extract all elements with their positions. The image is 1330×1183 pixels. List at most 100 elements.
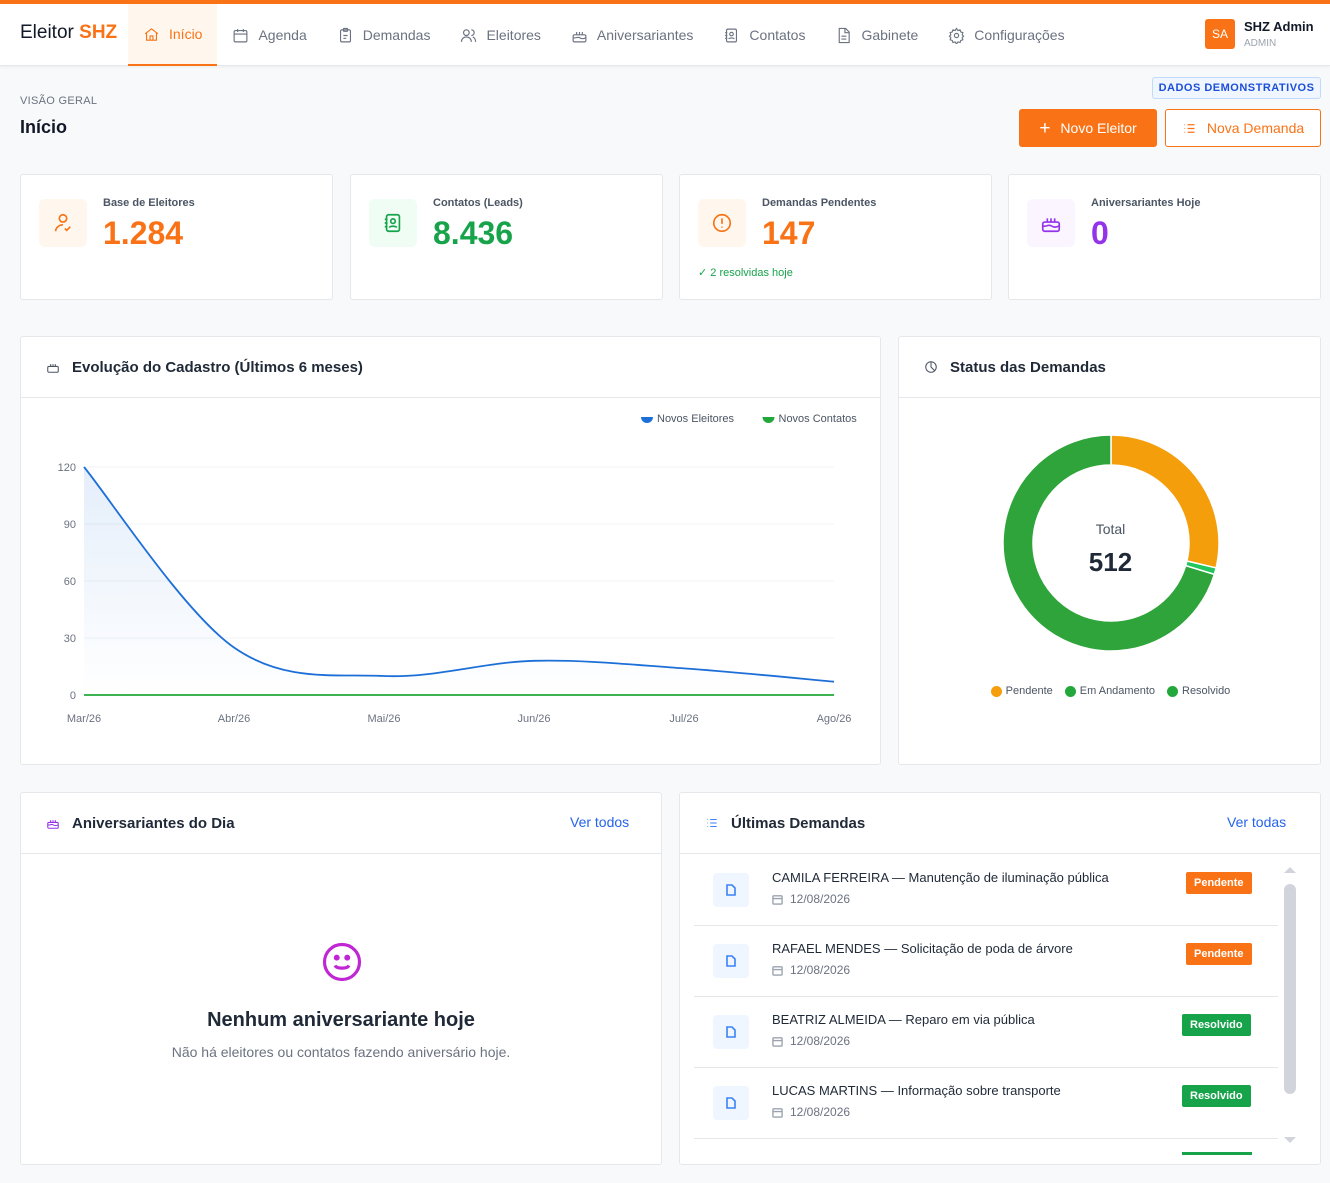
home-icon — [144, 27, 159, 41]
pie-chart-icon — [925, 361, 937, 373]
user-menu[interactable]: SA SHZ Admin ADMIN — [1205, 19, 1314, 49]
cake-icon — [1041, 218, 1061, 233]
y-tick-label: 30 — [64, 633, 76, 645]
check-icon: ✓ — [698, 267, 708, 279]
document-icon — [726, 1026, 736, 1038]
nav-item-aniversariantes[interactable]: Aniversariantes — [556, 4, 709, 66]
document-icon — [726, 884, 736, 896]
top-navbar: Eleitor SHZ Início Agenda Demandas Eleit… — [0, 0, 1330, 66]
demand-title: LUCAS MARTINS — Informação sobre transpo… — [772, 1083, 1061, 1098]
list-icon — [1184, 123, 1195, 133]
smile-icon — [322, 942, 362, 982]
stat-card-voters[interactable]: Base de Eleitores 1.284 — [20, 174, 333, 300]
gear-icon — [948, 26, 965, 44]
nav-item-agenda[interactable]: Agenda — [217, 4, 321, 66]
document-icon — [839, 27, 851, 43]
birthdays-panel: Aniversariantes do Dia Ver todos Nenhum … — [20, 792, 662, 1165]
status-badge: Resolvido — [1182, 1014, 1251, 1036]
stat-label: Contatos (Leads) — [433, 197, 523, 209]
series-area — [84, 467, 834, 695]
x-tick-label: Jun/26 — [517, 713, 550, 725]
demand-title: CAMILA FERREIRA — Manutenção de iluminaç… — [772, 870, 1109, 885]
donut-slice — [1002, 434, 1216, 652]
demand-title: RAFAEL MENDES — Solicitação de poda de á… — [772, 941, 1073, 956]
x-tick-label: Mai/26 — [367, 713, 400, 725]
nav-item-eleitores[interactable]: Eleitores — [445, 4, 555, 66]
status-badge: Pendente — [1186, 872, 1252, 894]
list-icon — [707, 818, 717, 828]
line-chart: 0 30 60 90 120 Mar/26 Abr/26 Mai/26 Jun/26 Jul/26… — [58, 413, 858, 725]
status-chart-panel: Status das Demandas Total 512 Pendente Em… — [898, 336, 1321, 765]
calendar-icon — [234, 28, 248, 42]
demand-row[interactable]: LUCAS MARTINS — Informação sobre transpo… — [694, 1068, 1278, 1139]
chart-icon — [47, 364, 59, 373]
stat-label: Aniversariantes Hoje — [1091, 197, 1201, 209]
x-tick-label: Ago/26 — [817, 713, 852, 725]
panel-title: Últimas Demandas — [731, 814, 866, 832]
user-name: SHZ Admin — [1244, 19, 1314, 34]
contact-book-icon — [725, 28, 738, 42]
stat-value: 1.284 — [103, 215, 184, 251]
donut-chart — [1002, 434, 1220, 652]
cake-icon — [572, 31, 587, 42]
scrollbar-thumb[interactable] — [1284, 884, 1296, 1094]
clipboard-icon — [339, 27, 351, 42]
donut-center-label: Total — [1095, 521, 1126, 537]
contact-book-icon — [384, 213, 401, 233]
y-tick-label: 120 — [58, 462, 76, 474]
nav-item-inicio[interactable]: Início — [128, 4, 218, 66]
x-tick-label: Mar/26 — [67, 713, 101, 725]
series-line — [83, 466, 835, 683]
legend-dot — [1064, 685, 1076, 697]
x-tick-label: Abr/26 — [218, 713, 250, 725]
calendar-icon — [772, 1036, 783, 1047]
x-tick-label: Jul/26 — [669, 713, 698, 725]
legend-label: Novos Eleitores — [657, 413, 735, 425]
stat-label: Base de Eleitores — [103, 197, 195, 209]
stat-value: 8.436 — [433, 215, 514, 251]
scrollbar[interactable] — [1282, 867, 1296, 1147]
view-all-demands-link[interactable]: Ver todas — [1227, 814, 1287, 830]
demand-date: 12/08/2026 — [772, 1105, 850, 1119]
page-title: Início — [20, 117, 68, 137]
cake-icon — [47, 820, 59, 829]
y-tick-label: 60 — [64, 576, 76, 588]
legend-item: Resolvido — [1167, 685, 1230, 697]
stat-card-pending-demands[interactable]: Demandas Pendentes 147 ✓ 2 resolvidas ho… — [679, 174, 992, 300]
legend-marker — [641, 417, 653, 423]
scroll-down-arrow[interactable] — [1284, 1137, 1296, 1143]
stat-card-contacts[interactable]: Contatos (Leads) 8.436 — [350, 174, 663, 300]
brand-logo[interactable]: Eleitor SHZ — [20, 22, 118, 43]
new-voter-button[interactable]: + Novo Eleitor — [1019, 109, 1157, 147]
status-badge: Pendente — [1186, 943, 1252, 965]
stat-card-birthdays[interactable]: Aniversariantes Hoje 0 — [1008, 174, 1321, 300]
nav-item-demandas[interactable]: Demandas — [322, 4, 446, 66]
demand-date: 12/08/2026 — [772, 1034, 850, 1048]
plus-icon: + — [1039, 117, 1051, 139]
evolution-chart-panel: Evolução do Cadastro (Últimos 6 meses) 0… — [20, 336, 881, 765]
scroll-up-arrow[interactable] — [1284, 867, 1296, 873]
panel-title: Evolução do Cadastro (Últimos 6 meses) — [72, 358, 363, 376]
panel-title: Status das Demandas — [950, 358, 1106, 376]
legend-item: Pendente — [990, 685, 1053, 697]
next-row-badge-edge — [1182, 1152, 1252, 1155]
y-tick-label: 0 — [70, 690, 76, 702]
demand-row[interactable]: RAFAEL MENDES — Solicitação de poda de á… — [694, 926, 1278, 997]
demand-row[interactable]: CAMILA FERREIRA — Manutenção de iluminaç… — [694, 855, 1278, 926]
avatar: SA — [1205, 19, 1235, 49]
nav-item-configuracoes[interactable]: Configurações — [933, 4, 1079, 66]
view-all-birthdays-link[interactable]: Ver todos — [570, 814, 630, 830]
new-demand-button[interactable]: Nova Demanda — [1165, 109, 1321, 147]
legend-label: Novos Contatos — [779, 413, 858, 425]
nav-item-contatos[interactable]: Contatos — [708, 4, 820, 66]
calendar-icon — [772, 894, 783, 905]
resolved-today-note: ✓ 2 resolvidas hoje — [698, 267, 793, 279]
user-role: ADMIN — [1244, 38, 1277, 49]
stat-value: 0 — [1091, 215, 1109, 251]
nav-item-gabinete[interactable]: Gabinete — [820, 4, 933, 66]
legend-dot — [990, 685, 1002, 697]
status-badge: Resolvido — [1182, 1085, 1251, 1107]
demand-row[interactable]: BEATRIZ ALMEIDA — Reparo em via pública … — [694, 997, 1278, 1068]
stat-label: Demandas Pendentes — [762, 197, 877, 209]
user-icon — [54, 213, 71, 232]
